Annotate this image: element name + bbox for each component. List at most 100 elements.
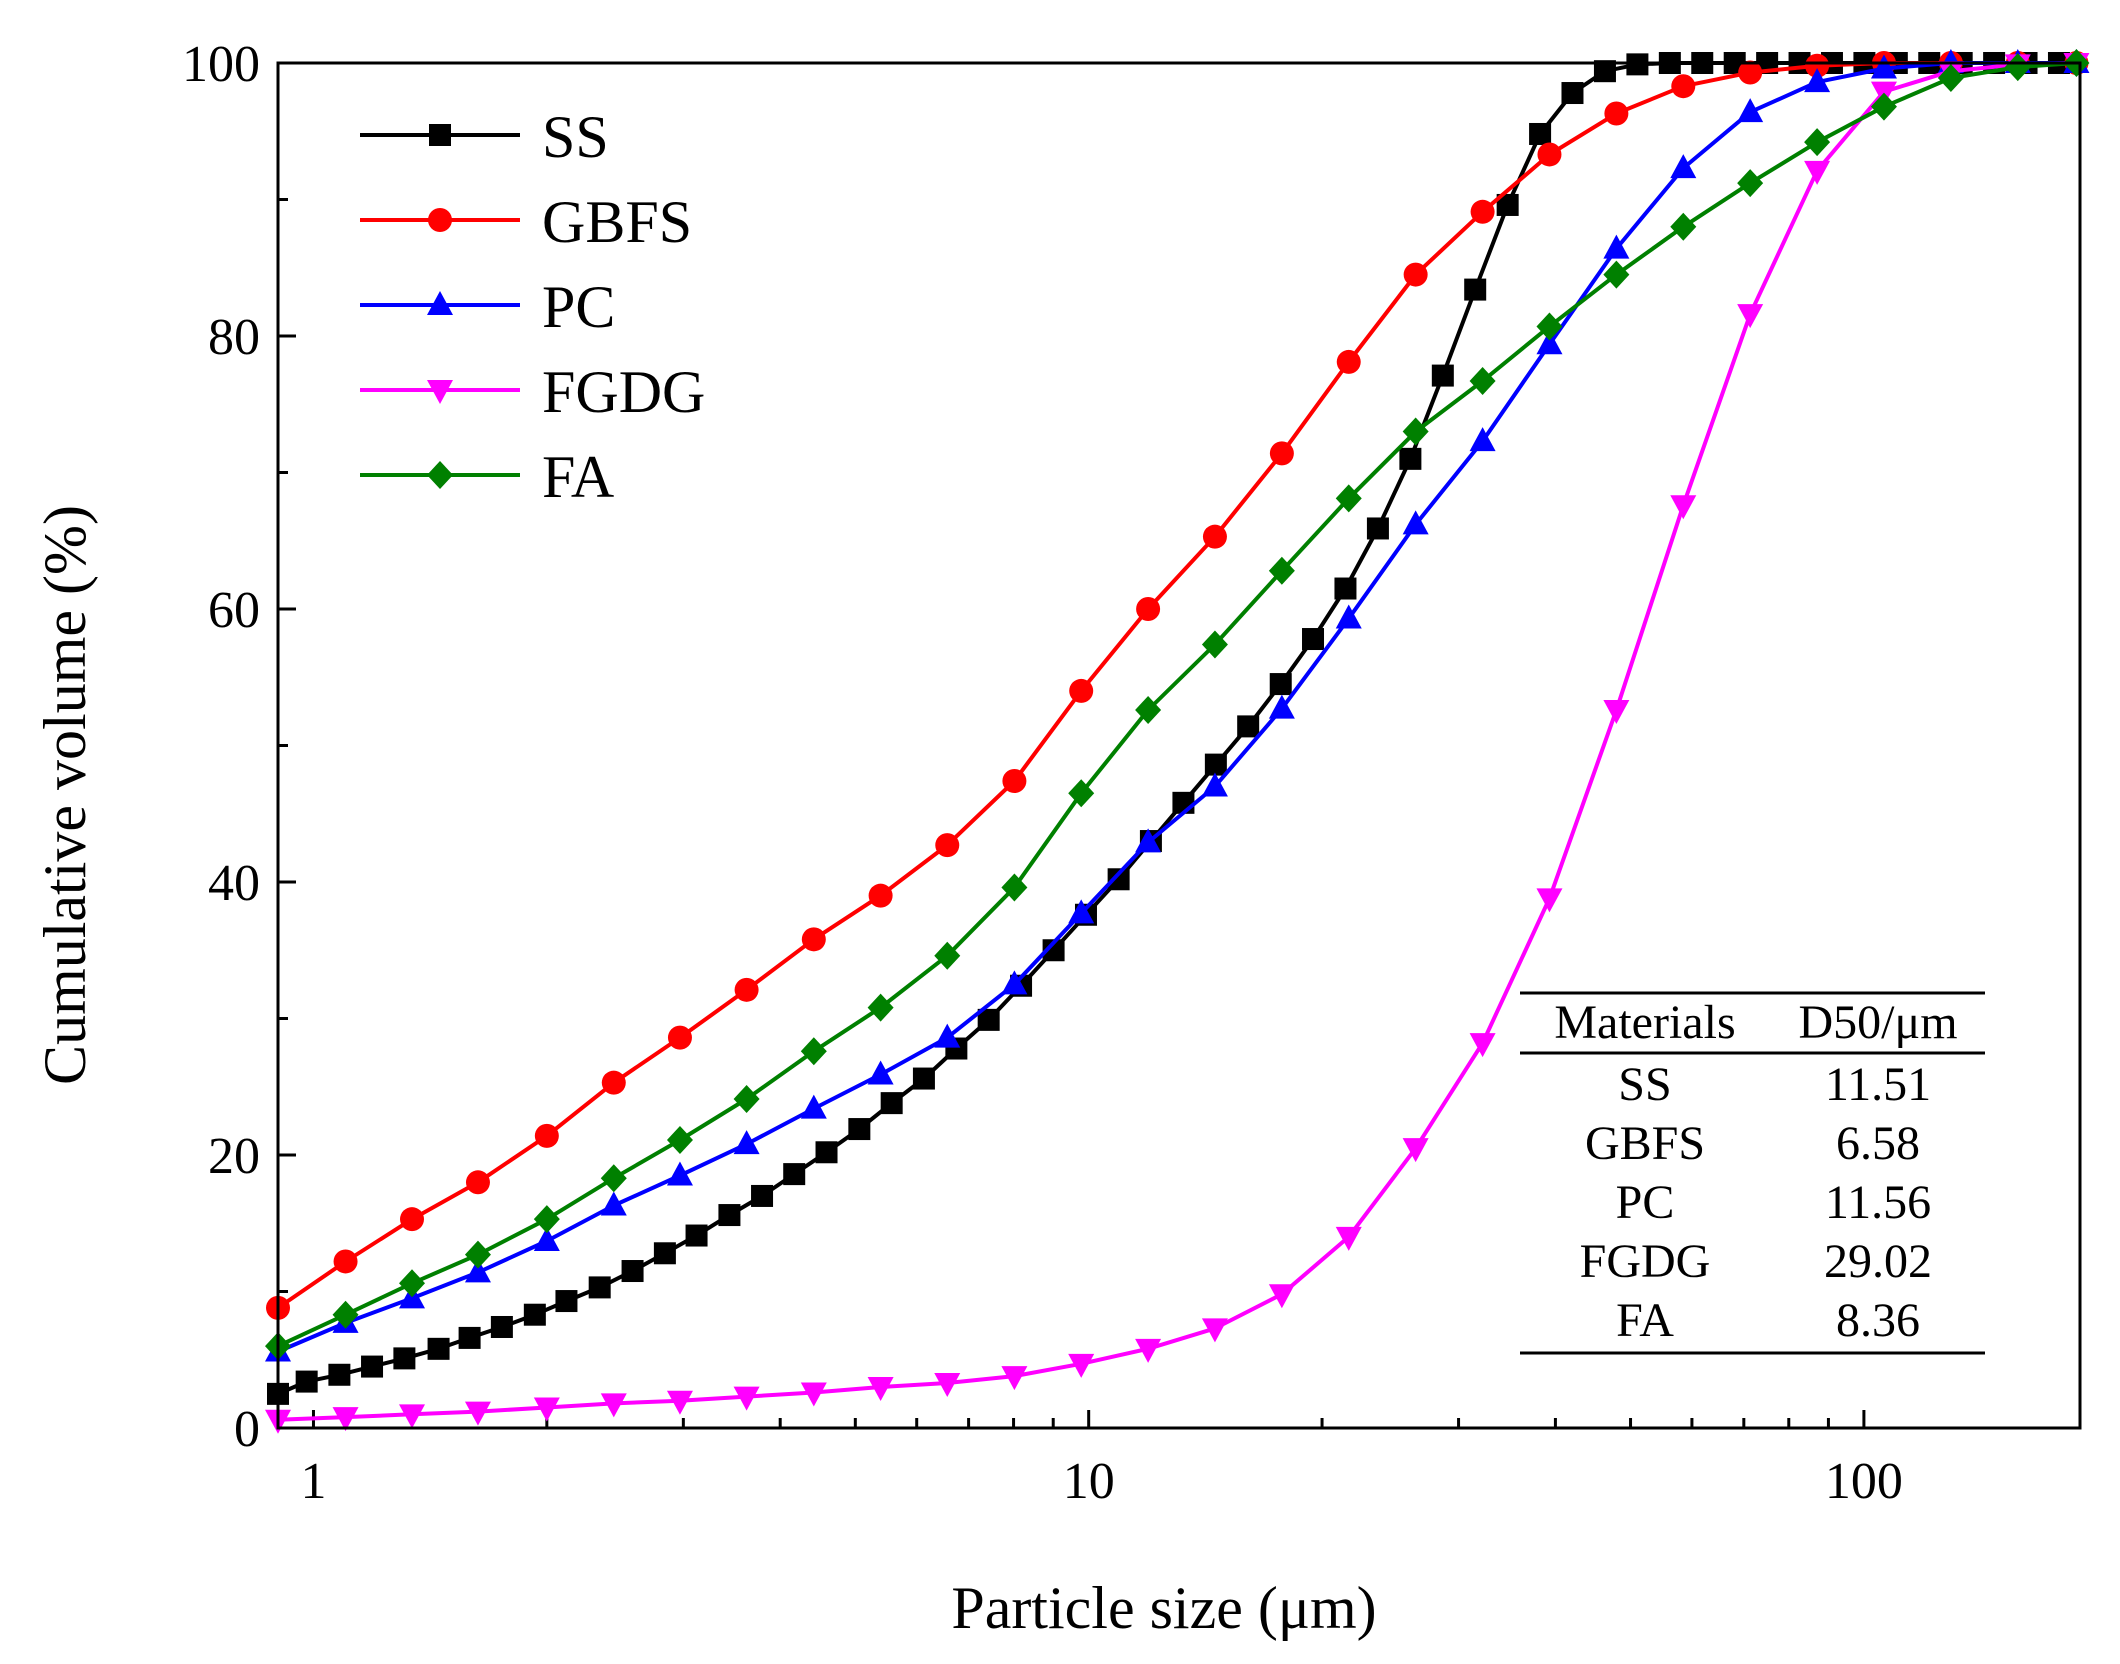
point-fgdg [934,1372,961,1397]
point-ss [328,1363,351,1386]
point-ss [523,1303,546,1326]
point-pc [666,1161,693,1186]
point-gbfs [1202,524,1227,549]
table-cell-d50: 11.51 [1825,1058,1931,1111]
point-pc [1201,772,1228,797]
point-ss [1042,939,1065,962]
series-fa [265,49,2090,1361]
point-ss [295,1370,318,1393]
point-gbfs [1336,349,1361,374]
point-ss [912,1067,935,1090]
plot-frame [276,61,2082,1430]
point-pc [867,1060,894,1085]
point-fgdg [1469,1033,1496,1058]
table-cell-material: SS [1618,1058,1671,1111]
table-rows: SS 11.51 GBFS 6.58 PC 11.56 FGDG 29.02 FA 8.36 [1580,1058,1932,1347]
point-fgdg [1335,1226,1362,1251]
point-ss [880,1092,903,1115]
point-fgdg [867,1377,894,1402]
point-ss [588,1276,611,1299]
point-fgdg [1001,1366,1028,1391]
point-pc [1603,234,1630,259]
point-pc [733,1130,760,1155]
point-fgdg [533,1397,560,1422]
y-tick-label: 20 [208,1128,260,1185]
table-header-d50: D50/μm [1798,996,1957,1049]
point-gbfs [1269,441,1294,466]
d50-table: Materials D50/μm SS 11.51 GBFS 6.58 PC 11.56 F… [1520,991,1985,1355]
point-fgdg [1603,700,1630,725]
point-ss [361,1355,384,1378]
point-fa [600,1164,627,1193]
point-gbfs [1738,60,1763,85]
point-fa [1737,169,1764,198]
point-gbfs [1604,101,1629,126]
legend-marker-gbfs [428,208,452,232]
table-cell-d50: 11.56 [1825,1176,1931,1229]
point-ss [848,1118,871,1141]
point-ss [751,1184,774,1207]
x-tick-label: 100 [1825,1453,1903,1510]
point-fa [2004,53,2031,82]
point-gbfs [400,1207,425,1232]
point-fa [1536,312,1563,341]
legend-marker-fa [427,461,453,489]
point-ss [1529,122,1552,145]
point-fgdg [1068,1353,1095,1378]
y-axis-title: Cumulative volume (%) [32,505,98,1085]
point-ss [1269,673,1292,696]
y-tick-label: 40 [208,855,260,912]
point-fa [1804,128,1831,157]
point-fa [934,941,961,970]
series-line-fgdg [277,61,2077,1422]
point-pc [1670,154,1697,179]
point-ss [1237,715,1260,738]
table-cell-d50: 8.36 [1836,1294,1920,1347]
legend-marker-ss [429,124,451,146]
x-tick-label: 10 [1063,1453,1115,1510]
point-pc [1870,54,1897,79]
point-fgdg [1737,304,1764,329]
point-fgdg [1804,160,1831,185]
point-gbfs [1002,768,1027,793]
point-gbfs [1136,597,1161,621]
series-line-fa [277,61,2077,1348]
point-ss [1431,364,1454,387]
point-pc [464,1258,491,1283]
point-fgdg [600,1393,627,1418]
y-tick-label: 80 [208,309,260,366]
series-line-ss [277,61,2059,1396]
table-cell-material: FGDG [1580,1235,1711,1288]
y-tick-label: 0 [234,1401,260,1458]
point-gbfs [601,1070,626,1095]
point-fa [332,1300,359,1329]
y-tick-label: 100 [182,36,260,93]
point-ss [427,1337,450,1360]
series-line-pc [277,61,2077,1354]
point-fa [1670,212,1697,241]
point-ss [621,1260,644,1283]
point-gbfs [1403,262,1428,287]
legend-label-fgdg: FGDG [542,359,705,425]
point-fa [1335,484,1362,513]
point-fgdg [1670,495,1697,520]
legend-item-fgdg: FGDG [360,359,705,425]
point-gbfs [333,1249,358,1274]
point-ss [1204,753,1227,776]
point-fa [1268,556,1295,585]
point-fgdg [666,1390,693,1415]
point-gbfs [868,883,893,908]
point-fa [1135,696,1162,725]
legend-label-ss: SS [542,104,609,170]
table-header-materials: Materials [1554,996,1735,1049]
point-fa [733,1085,760,1114]
point-pc [1536,330,1563,355]
table-cell-material: PC [1616,1176,1675,1229]
legend-item-ss: SS [360,104,609,170]
point-fgdg [1402,1138,1429,1163]
point-fa [1870,92,1897,121]
point-ss [555,1290,578,1313]
legend-item-fa: FA [360,444,614,510]
point-fgdg [1135,1338,1162,1363]
point-fgdg [800,1382,827,1407]
